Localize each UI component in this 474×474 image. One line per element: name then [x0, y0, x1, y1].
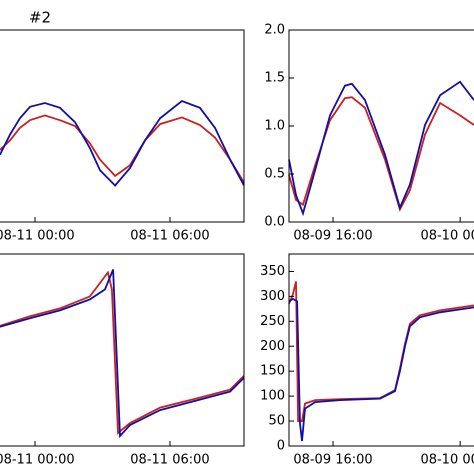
- x-tick-label: 08-10 00:00: [420, 229, 474, 244]
- line-series: [288, 281, 474, 422]
- x-tick-label: 08-11 00:00: [0, 453, 75, 468]
- y-tick-label: 1.5: [264, 71, 285, 86]
- x-tick-label: 08-09 16:00: [293, 229, 372, 244]
- y-tick-label: 200: [260, 339, 285, 354]
- y-tick-label: 300: [260, 289, 285, 304]
- line-series: [288, 297, 474, 442]
- y-tick-label: 0.5: [264, 167, 285, 182]
- line-series: [0, 269, 245, 439]
- x-tick-label: 08-11 00:00: [0, 229, 75, 244]
- axes-frame: [0, 29, 245, 223]
- line-series: [0, 99, 245, 187]
- axes-frame: [288, 29, 474, 223]
- y-tick-label: 2.0: [264, 23, 285, 38]
- y-tick-label: 0.0: [264, 215, 285, 230]
- x-tick-label: 08-10 00:00: [420, 453, 474, 468]
- x-tick-label: 08-11 06:00: [130, 229, 209, 244]
- chart-title: #2: [29, 9, 51, 27]
- line-series: [0, 114, 245, 184]
- y-tick-label: 0: [277, 439, 285, 454]
- y-tick-label: 1.0: [264, 119, 285, 134]
- y-tick-label: 350: [260, 264, 285, 279]
- x-tick-label: 08-09 16:00: [293, 453, 372, 468]
- line-series: [288, 80, 474, 217]
- y-tick-label: 150: [260, 364, 285, 379]
- x-tick-label: 08-11 06:00: [130, 453, 209, 468]
- line-series: [288, 96, 474, 212]
- line-series: [0, 270, 245, 435]
- y-tick-label: 100: [260, 389, 285, 404]
- axes-frame: [288, 253, 474, 447]
- y-tick-label: 50: [268, 414, 285, 429]
- y-tick-label: 250: [260, 314, 285, 329]
- axes-frame: [0, 253, 245, 447]
